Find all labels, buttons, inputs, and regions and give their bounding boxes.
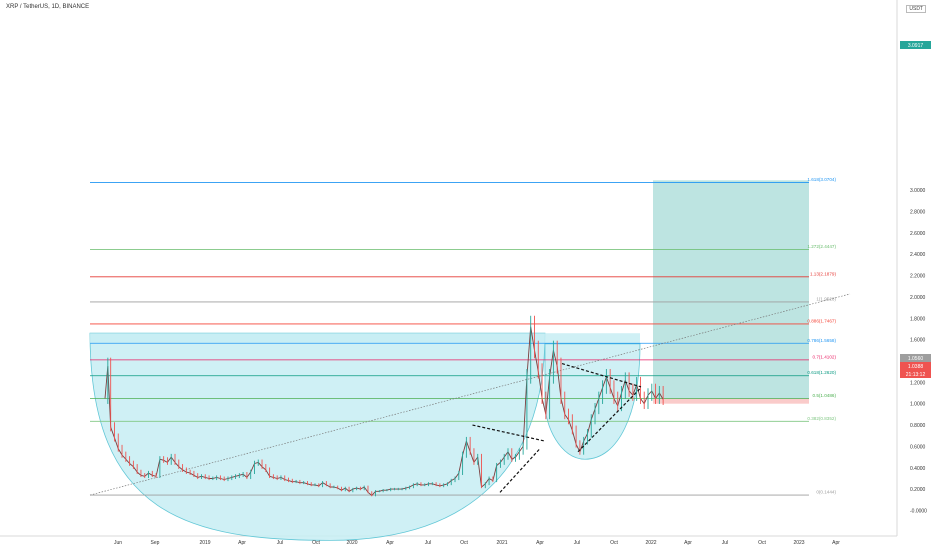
triangle-2021-upper bbox=[472, 424, 546, 442]
time-tick-5: Oct bbox=[312, 540, 320, 546]
time-tick-11: Apr bbox=[536, 540, 544, 546]
fib-level-label-0: 0(0.1444) bbox=[816, 490, 836, 495]
fib-level-label-4: 0.7(1.4102) bbox=[813, 354, 837, 359]
time-tick-17: Oct bbox=[758, 540, 766, 546]
time-tick-14: 2022 bbox=[645, 540, 656, 546]
price-series-layer bbox=[104, 315, 664, 497]
price-tick-5: 1.0000 bbox=[910, 402, 926, 408]
time-tick-4: Jul bbox=[277, 540, 283, 546]
price-tick-1: 0.2000 bbox=[910, 487, 926, 493]
triangle-2022-upper bbox=[561, 363, 642, 388]
price-tick-2: 0.4000 bbox=[910, 466, 926, 472]
price-tick-15: 3.0000 bbox=[910, 188, 926, 194]
fib-level-label-6: 0.886(1.7467) bbox=[807, 318, 836, 323]
price-badges: 3.0917 1.0560 1.0388 21:13:12 bbox=[900, 41, 931, 378]
price-badge-label-1: 1.0560 bbox=[908, 356, 924, 362]
time-tick-8: Jul bbox=[425, 540, 431, 546]
price-tick-3: 0.6000 bbox=[910, 444, 926, 450]
time-tick-7: Apr bbox=[386, 540, 394, 546]
fib-level-label-2: 0.5(1.0486) bbox=[813, 393, 837, 398]
time-tick-1: Sep bbox=[151, 540, 160, 546]
symbol-header: XRP / TetherUS, 1D, BINANCE bbox=[6, 4, 90, 10]
fib-level-label-3: 0.618(1.2620) bbox=[807, 370, 836, 375]
price-tick-13: 2.6000 bbox=[910, 231, 926, 237]
price-badge-label-0: 3.0917 bbox=[908, 43, 924, 49]
currency-selector[interactable]: USDT bbox=[906, 5, 926, 13]
cup-rim-band bbox=[90, 333, 640, 344]
price-badge-bg-2 bbox=[900, 362, 931, 370]
price-tick-9: 1.8000 bbox=[910, 316, 926, 322]
fib-level-label-10: 1.618(3.0704) bbox=[807, 177, 836, 182]
fib-level-label-5: 0.786(1.5658) bbox=[807, 338, 836, 343]
time-tick-16: Jul bbox=[722, 540, 728, 546]
price-tick-4: 0.8000 bbox=[910, 423, 926, 429]
time-tick-12: Jul bbox=[574, 540, 580, 546]
price-badge-bg-1 bbox=[900, 354, 931, 362]
time-tick-13: Oct bbox=[610, 540, 618, 546]
time-tick-2: 2019 bbox=[199, 540, 210, 546]
time-tick-19: Apr bbox=[832, 540, 840, 546]
price-tick-12: 2.4000 bbox=[910, 252, 926, 258]
price-badge-bg-3 bbox=[900, 370, 931, 378]
target-zone-box bbox=[653, 180, 809, 399]
time-axis: Jun Sep 2019 Apr Jul Oct 2020 Apr Jul Oct 2021 Apr J… bbox=[114, 540, 840, 546]
time-tick-3: Apr bbox=[238, 540, 246, 546]
price-badge-label-3: 21:13:12 bbox=[906, 372, 926, 378]
time-tick-9: Oct bbox=[460, 540, 468, 546]
price-tick-6: 1.2000 bbox=[910, 380, 926, 386]
stop-zone-box bbox=[653, 398, 809, 404]
time-tick-0: Jun bbox=[114, 540, 122, 546]
price-badge-bg-0 bbox=[900, 41, 931, 49]
fib-extension-line bbox=[89, 293, 851, 496]
price-tick-14: 2.8000 bbox=[910, 209, 926, 215]
fib-level-label-9: 1.272(2.4447) bbox=[807, 244, 836, 249]
time-tick-6: 2020 bbox=[346, 540, 357, 546]
price-tick-0: -0.0000 bbox=[910, 509, 927, 515]
time-tick-18: 2023 bbox=[793, 540, 804, 546]
fib-levels-layer: 0(0.1444) 0.382(0.8352) 0.5(1.0486) 0.618(1… bbox=[90, 177, 837, 496]
fib-extension-layer bbox=[89, 293, 851, 496]
price-tick-8: 1.6000 bbox=[910, 338, 926, 344]
time-tick-10: 2021 bbox=[496, 540, 507, 546]
position-boxes-layer bbox=[653, 180, 809, 404]
fib-level-label-7: 1(1.9528) bbox=[816, 296, 836, 301]
cup-shape-layer bbox=[89, 332, 641, 541]
price-tick-10: 2.0000 bbox=[910, 295, 926, 301]
time-tick-15: Apr bbox=[684, 540, 692, 546]
fib-level-label-8: 1.13(2.1879) bbox=[810, 271, 837, 276]
price-badge-label-2: 1.0388 bbox=[908, 364, 924, 370]
price-tick-11: 2.2000 bbox=[910, 274, 926, 280]
triangle-patterns-layer bbox=[472, 363, 642, 493]
fib-level-label-1: 0.382(0.8352) bbox=[807, 416, 836, 421]
